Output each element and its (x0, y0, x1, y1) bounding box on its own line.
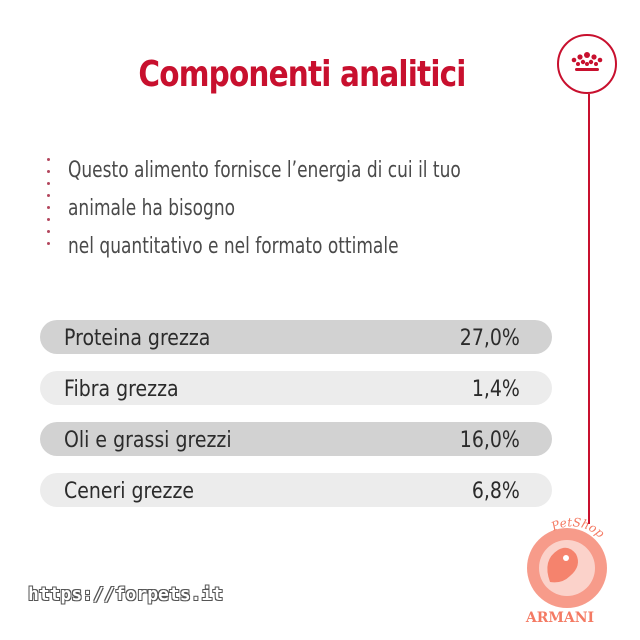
analytic-components-list: Proteina grezza 27,0% Fibra grezza 1,4% … (40, 320, 552, 524)
description: Questo alimento fornisce l’energia di cu… (68, 152, 498, 266)
component-label: Ceneri grezze (64, 479, 195, 504)
logo-text-bottom: ARMANI (525, 610, 594, 626)
description-line: animale ha bisogno (68, 196, 236, 221)
component-label: Fibra grezza (64, 377, 179, 402)
petshop-logo-icon: PetShop ARMANI (525, 515, 608, 626)
vertical-divider-line (588, 94, 590, 524)
component-label: Oli e grassi grezzi (64, 428, 232, 453)
crown-badge (557, 34, 617, 94)
description-line: nel quantitativo e nel formato ottimale (68, 234, 399, 259)
component-row-fiber: Fibra grezza 1,4% (40, 371, 552, 405)
component-row-fats: Oli e grassi grezzi 16,0% (40, 422, 552, 456)
component-value: 16,0% (459, 428, 520, 453)
component-value: 27,0% (459, 326, 520, 351)
component-row-protein: Proteina grezza 27,0% (40, 320, 552, 354)
watermark-url: https://forpets.it (28, 584, 224, 605)
component-label: Proteina grezza (64, 326, 211, 351)
crown-icon (571, 52, 603, 71)
component-value: 1,4% (471, 377, 520, 402)
component-value: 6,8% (471, 479, 520, 504)
dotted-accent (47, 158, 50, 252)
component-row-ash: Ceneri grezze 6,8% (40, 473, 552, 507)
description-line: Questo alimento fornisce l’energia di cu… (68, 158, 461, 183)
page-title: Componenti analitici (138, 54, 466, 95)
